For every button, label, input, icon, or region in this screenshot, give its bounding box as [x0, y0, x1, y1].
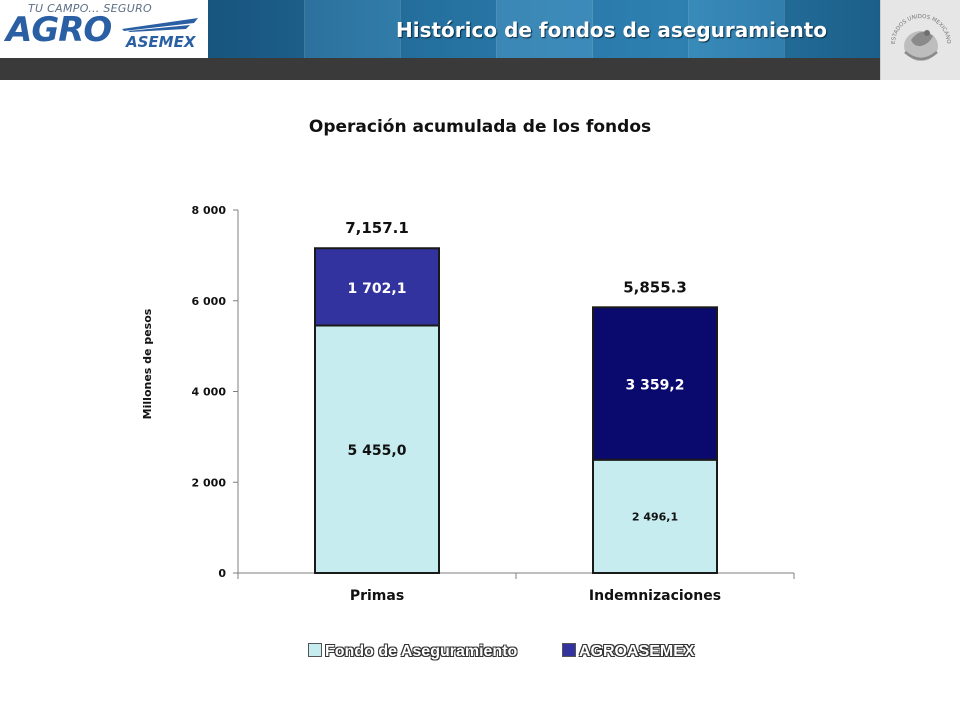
logo-wing-icon [122, 18, 198, 32]
legend-swatch-fondo [308, 643, 322, 657]
bar-agroasemex-primas [314, 247, 440, 327]
logo-tagline: TU CAMPO... SEGURO [28, 2, 153, 15]
legend-label-agroasemex: AGROASEMEX [579, 643, 695, 660]
header-strip [0, 58, 880, 80]
total-label: 5,855.3 [623, 278, 687, 296]
y-tick-label: 4 000 [192, 386, 227, 399]
header-band [208, 0, 880, 58]
bar-fondo-indemnizaciones [592, 458, 718, 575]
mexico-coat-of-arms-icon: ESTADOS UNIDOS MEXICANOS [879, 0, 951, 61]
y-tick-label: 2 000 [192, 476, 227, 489]
logo-main-text: AGRO [6, 10, 112, 50]
header-bar: TU CAMPO... SEGURO AGRO ASEMEX Histórico… [0, 0, 960, 80]
page-title: Histórico de fondos de aseguramiento [396, 18, 828, 42]
legend-item-agroasemex: AGROASEMEX [562, 643, 695, 665]
x-tick-label: Primas [350, 588, 404, 604]
data-label: 2 496,1 [632, 510, 678, 523]
legend-label-fondo: Fondo de Aseguramiento [325, 643, 518, 660]
y-tick-label: 8 000 [192, 204, 227, 217]
total-label: 7,157.1 [345, 219, 409, 237]
chart-title: Operación acumulada de los fondos [308, 117, 652, 137]
agroasemex-logo: TU CAMPO... SEGURO AGRO ASEMEX [0, 0, 208, 58]
legend-item-fondo: Fondo de Aseguramiento [308, 643, 517, 665]
data-label: 5 455,0 [348, 443, 407, 459]
legend-swatch-agroasemex [562, 643, 576, 657]
mexico-seal: ESTADOS UNIDOS MEXICANOS [879, 0, 960, 80]
y-axis-label: Millones de pesos [141, 308, 154, 419]
y-tick-label: 0 [218, 567, 226, 580]
bar-fondo-primas [314, 324, 440, 574]
logo-sub-text: ASEMEX [126, 33, 196, 51]
data-label: 1 702,1 [348, 281, 407, 297]
y-tick-label: 6 000 [192, 295, 227, 308]
data-label: 3 359,2 [626, 378, 685, 394]
bar-agroasemex-indemnizaciones [592, 306, 718, 461]
x-tick-label: Indemnizaciones [589, 588, 721, 604]
